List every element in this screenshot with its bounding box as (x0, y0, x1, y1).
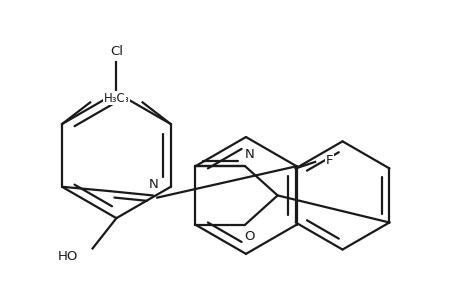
Text: F: F (325, 154, 333, 167)
Text: Cl: Cl (110, 45, 123, 58)
Text: N: N (149, 178, 158, 191)
Text: HO: HO (58, 250, 78, 262)
Text: H₃C: H₃C (103, 92, 125, 105)
Text: CH₃: CH₃ (107, 92, 129, 105)
Text: N: N (244, 148, 254, 161)
Text: O: O (244, 230, 254, 243)
